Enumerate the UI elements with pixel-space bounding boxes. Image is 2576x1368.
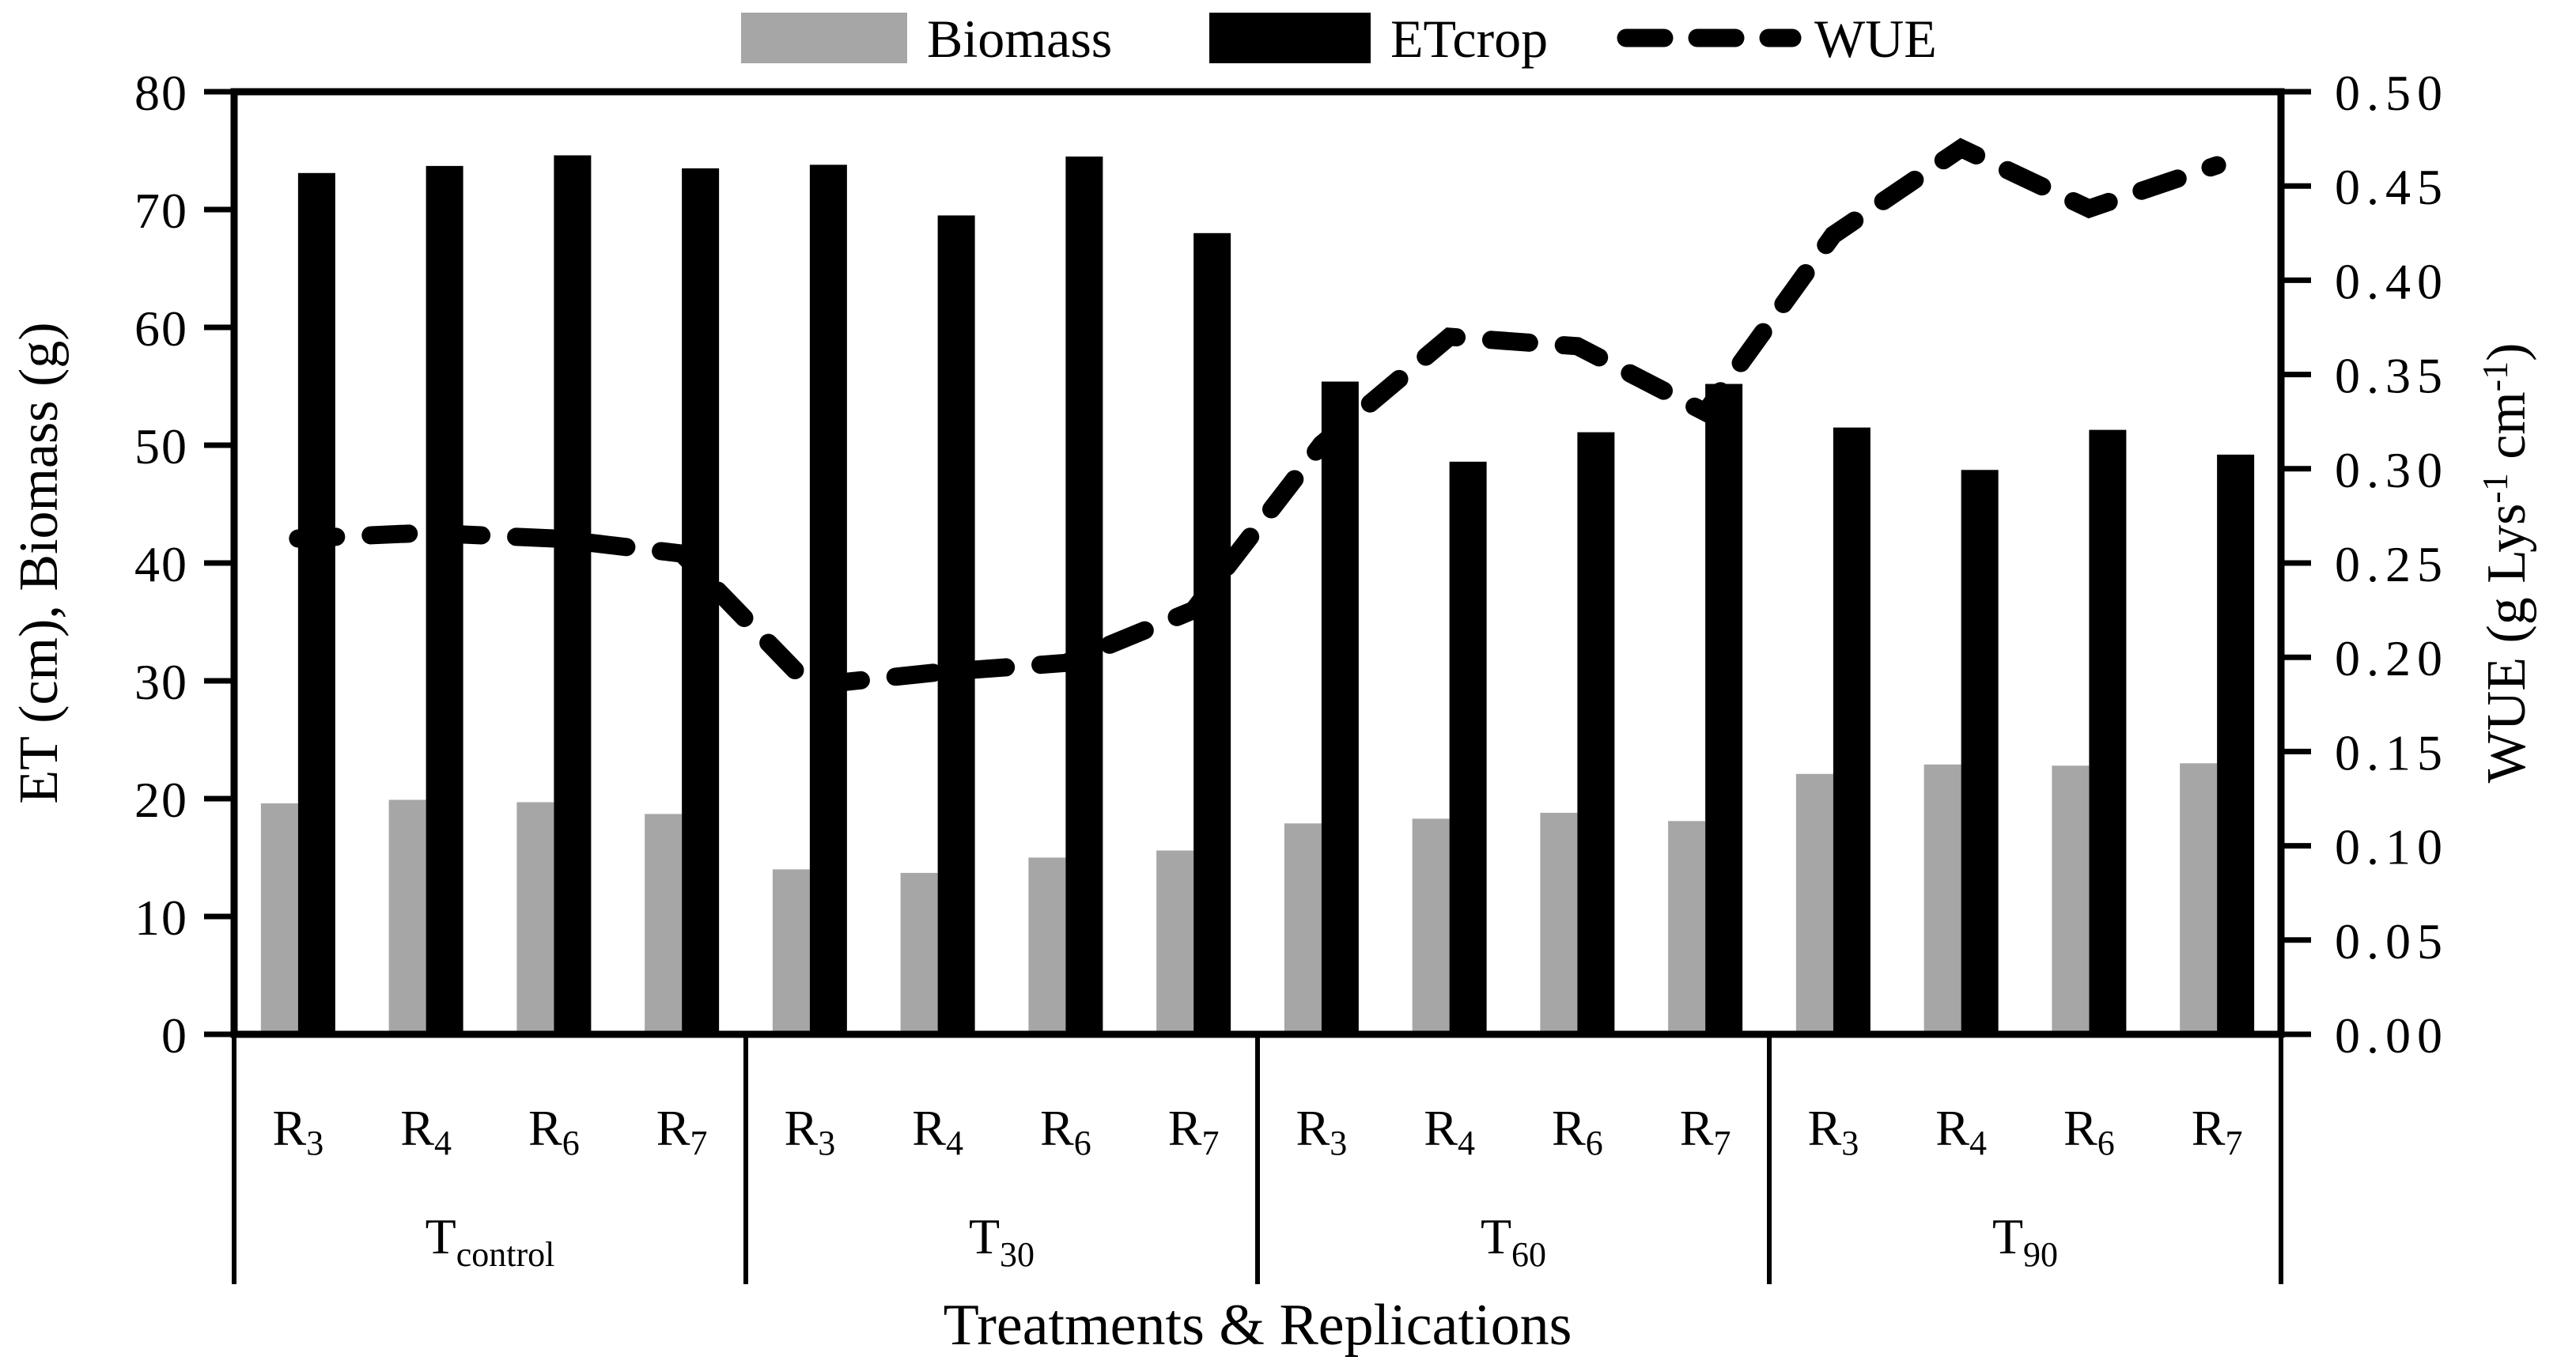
category-labels-layer: R3 R4 R6 R7 Tcontrol R3 R4 R6 R7 T30 R3 R4 R6 R7 T60 R3… [273,1100,2243,1274]
replication-label: R7 [656,1100,708,1162]
right-axis-tick-label: 0.45 [2335,159,2449,215]
x-axis-title: Treatments & Replications [944,1293,1572,1358]
left-axis-tick-label: 10 [134,890,188,946]
left-axis-tick-label: 60 [134,300,188,357]
etcrop-bar [2089,429,2127,1034]
replication-label: R4 [400,1100,452,1162]
replication-label: R6 [2063,1100,2115,1162]
biomass-bar [2052,765,2090,1034]
etcrop-bar [1833,427,1871,1034]
etcrop-bar [1449,461,1487,1034]
biomass-bar [1540,812,1578,1034]
replication-label: R4 [1935,1100,1987,1162]
etcrop-bar [809,164,847,1034]
left-axis-tick-label: 40 [134,536,188,592]
etcrop-bar [1193,232,1231,1034]
legend-swatch-etcrop [1209,13,1371,63]
bars-layer [260,155,2255,1035]
treatment-label: Tcontrol [426,1208,555,1274]
left-axis-tick-label: 70 [134,183,188,239]
right-axis-tick-label: 0.20 [2335,630,2449,686]
etcrop-bar [2217,454,2255,1034]
biomass-bar [1795,773,1833,1034]
wue-line-layer [289,138,2226,695]
left-axis-tick-label: 50 [134,418,188,474]
biomass-bar [900,872,938,1034]
left-axis-tick-label: 0 [161,1007,188,1064]
etcrop-bar [1321,381,1359,1034]
biomass-bar [645,814,683,1034]
replication-label: R3 [1808,1100,1859,1162]
replication-label: R3 [785,1100,836,1162]
etcrop-bar [937,215,975,1035]
biomass-bar [1668,821,1706,1034]
right-axis-tick-label: 0.50 [2335,65,2449,121]
legend-label-biomass: Biomass [927,9,1112,69]
replication-label: R7 [1680,1100,1731,1162]
right-axis-tick-label: 0.25 [2335,536,2449,592]
treatment-label: T60 [1481,1208,1546,1274]
replication-label: R7 [2192,1100,2243,1162]
wue-line [289,138,2226,695]
right-axis-tick-label: 0.40 [2335,253,2449,309]
right-axis-title: WUE (g Lys-1 cm-1) [2475,343,2537,784]
etcrop-bar [682,168,720,1035]
legend-label-etcrop: ETcrop [1390,9,1548,69]
right-axis-tick-label: 0.15 [2335,724,2449,780]
replication-label: R4 [912,1100,963,1162]
etcrop-bar [554,155,592,1035]
right-axis-tick-label: 0.05 [2335,913,2449,969]
etcrop-bar [1705,384,1743,1034]
axes-layer: 0 10 20 30 40 50 60 70 80 0.00 0.05 0.10 0.15 0.20 0.2… [134,65,2449,1284]
right-axis-tick-label: 0.30 [2335,442,2449,498]
etcrop-bar [1577,432,1615,1034]
biomass-bar [388,799,426,1034]
treatment-label: T30 [969,1208,1035,1274]
biomass-bar [2180,763,2218,1034]
etcrop-bar [1961,470,1999,1034]
etcrop-bar [297,172,335,1034]
etcrop-bar [1065,156,1103,1035]
replication-label: R6 [1040,1100,1091,1162]
legend-label-wue: WUE [1814,9,1937,69]
replication-label: R3 [1296,1100,1348,1162]
biomass-bar [516,802,554,1034]
replication-label: R3 [273,1100,324,1162]
biomass-bar [260,803,298,1034]
right-axis-tick-label: 0.00 [2335,1007,2449,1064]
replication-label: R7 [1168,1100,1220,1162]
legend-swatch-biomass [741,13,907,63]
right-axis-tick-label: 0.35 [2335,348,2449,404]
right-axis-tick-label: 0.10 [2335,819,2449,875]
biomass-bar [772,869,810,1034]
left-axis-tick-label: 20 [134,772,188,828]
biomass-bar [1412,818,1450,1034]
biomass-bar [1923,764,1961,1034]
treatment-label: T90 [1992,1208,2058,1274]
biomass-bar [1156,850,1194,1034]
biomass-bar [1028,857,1066,1034]
left-axis-tick-label: 30 [134,654,188,710]
etcrop-bar [426,165,463,1034]
replication-label: R6 [1552,1100,1603,1162]
left-axis-tick-label: 80 [134,65,188,121]
plot-frame [230,88,2285,1038]
legend: Biomass ETcrop WUE [741,9,1937,69]
left-axis-title: ET (cm), Biomass (g) [9,322,70,803]
replication-label: R4 [1424,1100,1475,1162]
replication-label: R6 [528,1100,580,1162]
biomass-bar [1284,823,1322,1034]
